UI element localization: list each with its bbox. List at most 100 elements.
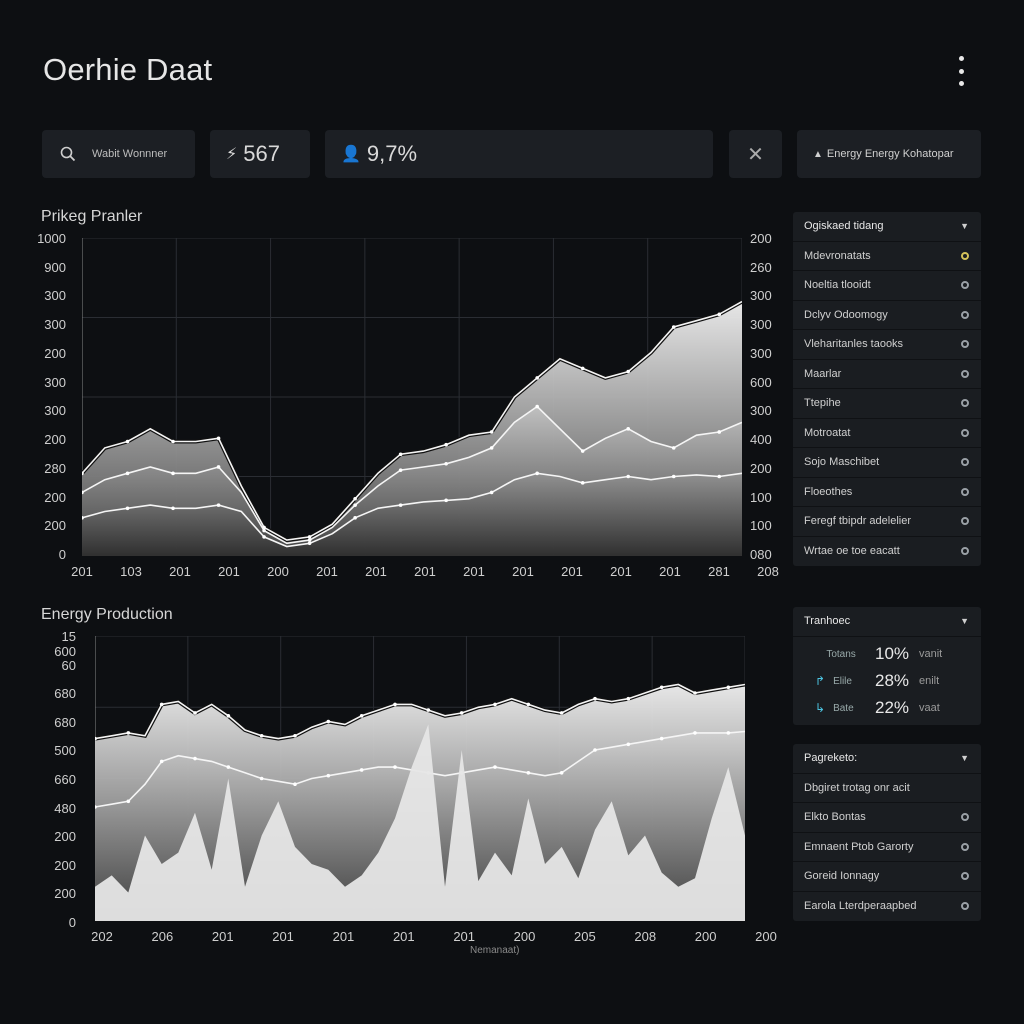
axis-tick-label: 200 [513, 929, 536, 944]
data-point [626, 427, 631, 431]
search-field[interactable]: Wabit Wonnner [42, 130, 195, 178]
data-point [717, 312, 722, 317]
list-item[interactable]: Earola Lterdperaapbed [793, 892, 981, 922]
data-point [659, 736, 664, 741]
axis-tick-label: 200 [44, 432, 66, 448]
panel2-header[interactable]: Tranhoec ▼ [793, 607, 981, 637]
axis-tick-label: 900 [44, 259, 66, 275]
data-point [717, 430, 722, 434]
list-item[interactable]: Wrtae oe toe eacatt [793, 537, 981, 567]
axis-tick-label: 202 [91, 929, 113, 944]
data-point [307, 538, 312, 542]
list-item[interactable]: Dclyv Odoomogy [793, 301, 981, 330]
status-dot-icon [961, 517, 969, 526]
axis-tick-label: 200 [750, 460, 772, 476]
data-point [126, 799, 131, 804]
data-point [353, 516, 357, 520]
axis-tick-label: 300 [750, 345, 772, 361]
list-item[interactable]: Noeltia tlooidt [793, 271, 981, 301]
data-point [171, 506, 175, 511]
list-item-label: Wrtae oe toe eacatt [804, 545, 900, 558]
status-dot-icon [961, 487, 969, 496]
data-point [126, 731, 131, 735]
data-point [125, 471, 130, 476]
axis-tick-label: 201 [272, 929, 294, 944]
axis-tick-label: 0 [68, 915, 76, 930]
panel1-header[interactable]: Ogiskaed tidang ▼ [793, 212, 981, 242]
axis-tick-label: 201 [453, 929, 476, 944]
list-item-label: Maarlar [804, 367, 842, 380]
data-point [580, 366, 585, 371]
axis-tick-label: 300 [750, 317, 772, 333]
data-point [459, 711, 464, 715]
data-point [559, 771, 564, 775]
data-point [193, 756, 197, 761]
metric-unit: enilt [919, 675, 940, 687]
panel3-header[interactable]: Pagreketo: ▼ [793, 744, 981, 774]
data-point [626, 369, 631, 374]
data-point [489, 446, 494, 450]
list-item[interactable]: Goreid Ionnagy [793, 862, 981, 892]
metric-unit: vaat [919, 702, 940, 714]
stat-widget-percent[interactable]: 👤 9,7% [325, 130, 713, 178]
list-item[interactable]: Maarlar [793, 360, 981, 389]
axis-tick-label: 200 [44, 345, 66, 361]
list-item[interactable]: Vleharitanles taooks [793, 330, 981, 360]
chevron-down-icon: ▼ [960, 616, 969, 627]
stat-count-value: 567 [243, 141, 280, 166]
list-item[interactable]: Feregf tbipdr adelelier [793, 507, 981, 537]
close-button[interactable]: ✕ [729, 130, 782, 178]
data-point [426, 708, 431, 712]
panel1-header-label: Ogiskaed tidang [804, 220, 884, 233]
axis-tick-label: 200 [44, 489, 66, 505]
list-item-label: Dclyv Odoomogy [804, 308, 888, 321]
data-point [82, 516, 84, 520]
axis-tick-label: 200 [694, 929, 717, 944]
list-item[interactable]: Motroatat [793, 419, 981, 448]
axis-tick-label: 200 [54, 857, 76, 873]
data-point [726, 731, 731, 735]
data-point [398, 468, 403, 472]
bolt-icon: ⚡ [226, 146, 238, 163]
axis-tick-label: 205 [574, 929, 596, 944]
chart2-title: Energy Production [41, 606, 173, 623]
list-item[interactable]: Elkto Bontas [793, 803, 981, 833]
status-dot-icon [961, 310, 969, 319]
data-point [262, 535, 266, 539]
metric-value: 22% [875, 698, 910, 717]
axis-tick-label: 201 [659, 564, 681, 579]
data-point [626, 742, 631, 747]
axis-tick-label: 200 [267, 564, 289, 579]
kebab-menu-icon[interactable] [950, 56, 972, 86]
list-item[interactable]: Emnaent Ptob Garorty [793, 833, 981, 862]
data-point [671, 474, 676, 479]
list-item[interactable]: Mdevronatats [793, 242, 981, 271]
data-point [307, 541, 312, 546]
data-point [95, 805, 97, 809]
series-shadow-middle [82, 405, 742, 545]
data-point [444, 442, 448, 447]
chart2-x-axis-label: Nemanaat) [470, 945, 520, 956]
axis-tick-label: 400 [750, 432, 772, 448]
list-item-label: Feregf tbipdr adelelier [804, 515, 912, 528]
stat-widget-count[interactable]: ⚡ 567 [210, 130, 310, 178]
list-item[interactable]: Ttepihe [793, 389, 981, 419]
data-point [559, 711, 564, 715]
data-point [326, 719, 331, 724]
trend-icon: ↱ [815, 674, 826, 688]
list-item-label: Ttepihe [804, 397, 841, 410]
list-item[interactable]: Sojo Maschibet [793, 448, 981, 478]
energy-button[interactable]: ▲ Energy Energy Kohatopar [797, 130, 981, 178]
status-dot-icon [961, 902, 969, 911]
data-point [671, 446, 676, 450]
list-item[interactable]: Floeothes [793, 478, 981, 507]
data-point [353, 496, 357, 501]
data-point [171, 439, 175, 444]
axis-tick-label: 201 [316, 564, 338, 579]
series-line-top [95, 683, 745, 740]
list-item[interactable]: Dbgiret trotag onr acit [793, 774, 981, 803]
blank-icon [815, 647, 818, 661]
data-point [359, 714, 364, 718]
axis-tick-label: 103 [120, 564, 142, 579]
status-dot-icon [961, 340, 969, 349]
